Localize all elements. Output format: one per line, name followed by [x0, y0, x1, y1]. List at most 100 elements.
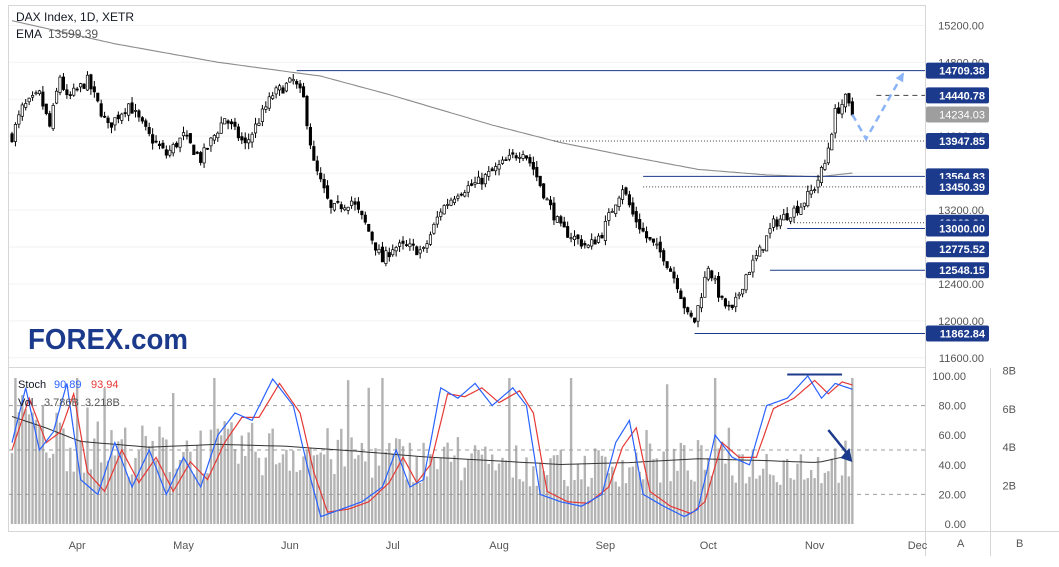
candle-body [267, 96, 271, 109]
volume-bar [665, 384, 669, 524]
volume-bar [69, 447, 72, 524]
volume-bar [24, 409, 27, 524]
candle-body [658, 241, 662, 253]
candle-body [315, 160, 319, 172]
volume-bar [220, 435, 223, 524]
time-tick-label: Jun [281, 540, 299, 552]
candle-body [171, 144, 175, 154]
candle-body [524, 155, 529, 159]
candle-body [850, 101, 854, 116]
volume-bar [89, 469, 93, 524]
candle-body [785, 213, 789, 221]
stoch-k-value: 90.89 [54, 379, 82, 391]
candle-body [816, 179, 820, 188]
volume-bar [367, 387, 370, 524]
volume-bar [281, 454, 285, 524]
candle-body [161, 142, 165, 149]
volume-bar [199, 430, 202, 524]
volume-bar [326, 428, 329, 524]
volume-bar [213, 378, 216, 524]
volume-bar [442, 446, 446, 524]
candle-body [20, 104, 24, 117]
volume-bar [206, 473, 209, 524]
stoch-d-value: 93.94 [91, 379, 119, 391]
candle-body [34, 92, 38, 95]
volume-bar [518, 479, 521, 524]
ema-line [11, 20, 853, 178]
volume-bar [425, 476, 429, 524]
candle-body [277, 85, 282, 91]
candle-body [343, 207, 347, 211]
candle-body [686, 307, 690, 313]
candle-body [487, 170, 491, 177]
candle-body [75, 88, 79, 91]
volume-bar [789, 478, 792, 524]
volume-bar [545, 475, 549, 524]
volume-bar [261, 475, 264, 524]
btn-a[interactable]: A [957, 538, 965, 550]
candle-body [157, 143, 162, 146]
volume-bar [566, 486, 569, 524]
candle-body [847, 93, 851, 104]
candle-body [363, 214, 367, 223]
volume-bar [487, 463, 490, 524]
volume-bar [696, 440, 700, 524]
candle-body [137, 110, 141, 118]
volume-bar [456, 437, 460, 524]
volume-bar [748, 476, 751, 524]
volume-bar [525, 457, 528, 524]
candle-body [830, 133, 834, 151]
candle-body [13, 124, 17, 142]
candle-body [260, 108, 264, 122]
candle-body [298, 83, 302, 89]
candle-body [24, 103, 28, 108]
candle-body [415, 246, 419, 256]
candle-body [638, 219, 642, 230]
candle-body [806, 191, 810, 207]
volume-bar [257, 457, 261, 524]
level-label-box [926, 220, 989, 237]
level-label-box [926, 178, 989, 195]
volume-bar [473, 445, 477, 524]
ema-path [11, 20, 853, 178]
level-label-box [926, 325, 989, 342]
volume-bar [21, 395, 24, 524]
candle-body [813, 189, 817, 191]
volume-bar [316, 454, 319, 524]
volume-bar [165, 439, 168, 524]
volume-bar [611, 466, 614, 524]
candle-body [665, 261, 669, 269]
candle-body [809, 190, 813, 195]
stoch-d-path [11, 379, 853, 515]
volume-bar [168, 472, 171, 524]
volume-bar [415, 456, 418, 524]
candle-body [614, 204, 618, 214]
volume-bar [799, 454, 803, 524]
candle-body [336, 201, 340, 203]
volume-bar [247, 432, 250, 524]
candle-body [209, 137, 213, 147]
candle-body [377, 248, 381, 254]
volume-bar [185, 440, 189, 524]
candle-body [528, 157, 532, 164]
candle-body [188, 133, 192, 144]
volume-bar [178, 459, 182, 524]
volume-bar [305, 449, 309, 524]
candle-body [391, 249, 395, 256]
volume-bar [484, 446, 487, 524]
candle-body [127, 103, 131, 116]
volume-bar [806, 478, 809, 524]
volume-bar [765, 453, 768, 524]
candle-body [428, 234, 433, 245]
btn-b[interactable]: B [1016, 538, 1023, 550]
volume-bar [803, 479, 806, 524]
candle-body [432, 224, 436, 234]
volume-bar [134, 457, 137, 524]
candle-body [79, 83, 83, 88]
volume-bar [58, 422, 62, 524]
volume-bar [617, 486, 621, 524]
current-price-box [926, 106, 989, 123]
volume-bar [809, 470, 813, 524]
candle-body [233, 121, 237, 127]
